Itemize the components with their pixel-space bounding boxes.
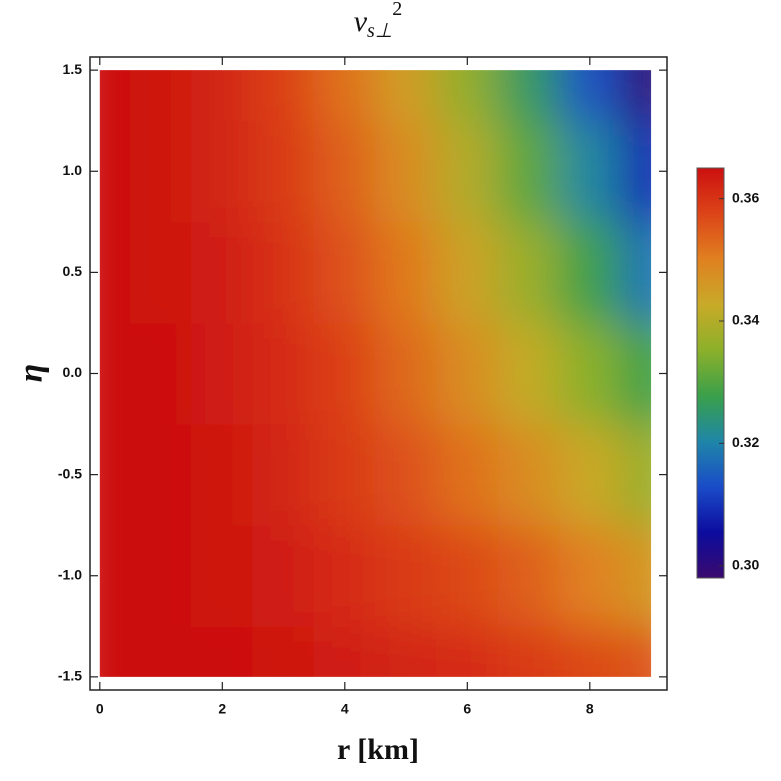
- colorbar-tick-label: 0.36: [732, 189, 759, 205]
- x-tick-label: 2: [218, 701, 226, 717]
- heatmap-cell: [619, 322, 652, 425]
- heatmap-cell: [191, 120, 254, 223]
- heatmap-cell: [374, 524, 438, 627]
- heatmap-cell: [619, 120, 652, 223]
- y-tick-label: -0.5: [58, 465, 82, 481]
- heatmap-cell: [436, 120, 499, 223]
- heatmap-cell: [374, 120, 438, 223]
- heatmap-cell: [497, 322, 560, 425]
- heatmap-cell: [252, 423, 315, 526]
- heatmap-cell: [99, 322, 131, 425]
- heatmap-cell: [129, 423, 193, 526]
- heatmap-cell: [313, 423, 376, 526]
- y-tick-label: 1.5: [63, 61, 83, 77]
- heatmap-cell: [619, 625, 652, 677]
- heatmap-cell: [374, 423, 438, 526]
- colorbar: [696, 167, 725, 579]
- heatmap-cell: [497, 524, 560, 627]
- title-superscript: 2: [392, 0, 402, 20]
- heatmap-cell: [99, 70, 131, 122]
- x-tick-label: 0: [96, 701, 104, 717]
- heatmap-cell: [191, 423, 254, 526]
- heatmap-cell: [436, 322, 499, 425]
- heatmap-cell: [497, 423, 560, 526]
- heatmap-cell: [129, 524, 193, 627]
- x-axis-label: r [km]: [337, 733, 419, 766]
- heatmap-cell: [99, 423, 131, 526]
- heatmap-cell: [436, 625, 499, 677]
- heatmap-cell: [252, 221, 315, 324]
- heatmap-cell: [191, 70, 254, 122]
- heatmap-cell: [619, 221, 652, 324]
- y-tick-label: 0.0: [63, 364, 83, 380]
- heatmap-cell: [619, 524, 652, 627]
- heatmap-cell: [374, 625, 438, 677]
- heatmap-cell: [191, 625, 254, 677]
- heatmap-cell: [313, 120, 376, 223]
- heatmap-cell: [129, 221, 193, 324]
- y-tick-label: -1.0: [58, 566, 82, 582]
- heatmap-cell: [252, 120, 315, 223]
- heatmap-cell: [313, 221, 376, 324]
- heatmap-cell: [99, 120, 131, 223]
- heatmap-cell: [129, 625, 193, 677]
- heatmap: [99, 70, 652, 677]
- heatmap-cell: [374, 322, 438, 425]
- heatmap-cell: [252, 625, 315, 677]
- heatmap-cell: [129, 70, 193, 122]
- heatmap-cell: [436, 524, 499, 627]
- y-tick-label: -1.5: [58, 668, 82, 684]
- heatmap-cell: [252, 322, 315, 425]
- title-subscript: s⊥: [367, 20, 392, 42]
- colorbar-tick-label: 0.34: [732, 312, 759, 328]
- chart-title: vs⊥2: [354, 0, 403, 42]
- heatmap-cell: [374, 221, 438, 324]
- heatmap-cell: [313, 625, 376, 677]
- heatmap-cell: [436, 70, 499, 122]
- heatmap-cell: [558, 625, 621, 677]
- heatmap-cell: [191, 322, 254, 425]
- heatmap-cell: [558, 70, 621, 122]
- heatmap-cell: [436, 423, 499, 526]
- heatmap-cell: [191, 524, 254, 627]
- heatmap-cell: [619, 423, 652, 526]
- heatmap-cell: [436, 221, 499, 324]
- heatmap-cell: [497, 120, 560, 223]
- heatmap-cell: [191, 221, 254, 324]
- heatmap-cell: [497, 70, 560, 122]
- heatmap-cell: [129, 120, 193, 223]
- x-tick-label: 4: [341, 701, 349, 717]
- y-tick-label: 0.5: [63, 263, 83, 279]
- heatmap-cell: [313, 524, 376, 627]
- heatmap-cell: [497, 221, 560, 324]
- colorbar-tick-label: 0.32: [732, 434, 759, 450]
- title-base: v: [354, 5, 368, 38]
- x-tick-label: 6: [463, 701, 471, 717]
- heatmap-cell: [99, 221, 131, 324]
- heatmap-cell: [558, 322, 621, 425]
- heatmap-cell: [313, 70, 376, 122]
- heatmap-cell: [558, 423, 621, 526]
- heatmap-cell: [99, 625, 131, 677]
- heatmap-cell: [252, 70, 315, 122]
- heatmap-cell: [558, 120, 621, 223]
- heatmap-cell: [497, 625, 560, 677]
- heatmap-cell: [129, 322, 193, 425]
- x-tick-label: 8: [586, 701, 594, 717]
- heatmap-cell: [619, 70, 652, 122]
- heatmap-cell: [313, 322, 376, 425]
- colorbar-tick-label: 0.30: [732, 556, 759, 572]
- heatmap-cell: [558, 221, 621, 324]
- heatmap-cell: [252, 524, 315, 627]
- heatmap-cell: [558, 524, 621, 627]
- y-axis-label: η: [13, 364, 50, 383]
- heatmap-cells: [99, 70, 652, 677]
- y-tick-label: 1.0: [63, 162, 83, 178]
- heatmap-cell: [99, 524, 131, 627]
- heatmap-cell: [374, 70, 438, 122]
